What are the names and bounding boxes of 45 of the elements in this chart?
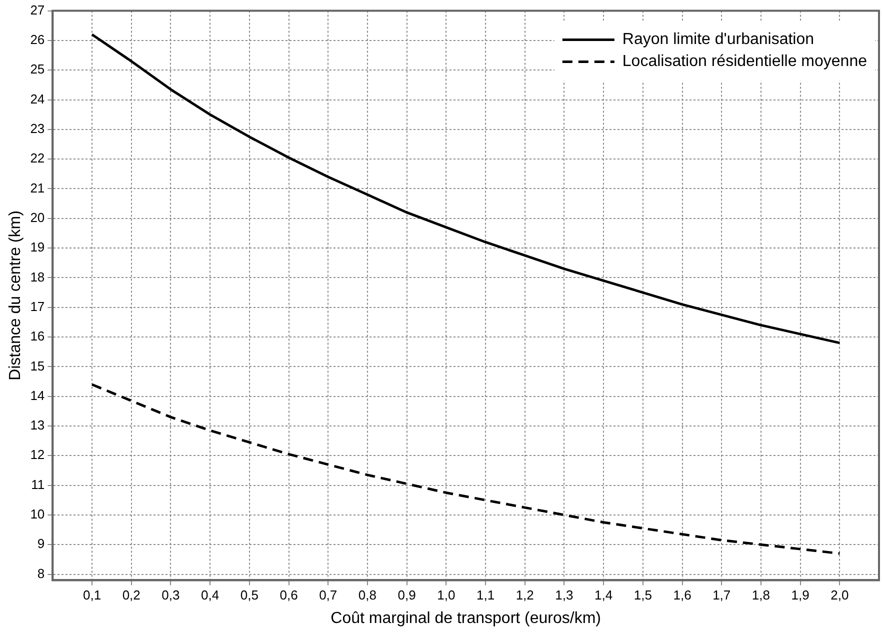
- x-tick-label: 0,3: [162, 588, 180, 603]
- x-tick-label: 0,1: [82, 588, 102, 603]
- line-series: [90, 383, 841, 555]
- x-axis-title: Coût marginal de transport (euros/km): [330, 610, 601, 627]
- x-tick-label: 1,5: [634, 588, 652, 603]
- y-tick-label: 17: [30, 298, 45, 314]
- x-tick-label: 1,6: [673, 588, 692, 603]
- y-axis-title: Distance du centre (km): [7, 210, 24, 380]
- y-tick-label: 16: [30, 328, 45, 344]
- y-tick-label: 22: [30, 150, 45, 166]
- x-tick-label: 1,4: [594, 588, 613, 603]
- y-tick-label: 25: [30, 62, 45, 77]
- x-tick-label: 1,3: [555, 588, 574, 603]
- legend-label: Localisation résidentielle moyenne: [622, 53, 868, 70]
- y-tick-label: 15: [30, 358, 45, 374]
- y-tick-label: 11: [31, 476, 45, 492]
- y-tick-label: 23: [30, 121, 45, 136]
- y-tick-label: 21: [30, 180, 45, 196]
- x-tick-label: 1,7: [712, 588, 731, 603]
- legend-label: Rayon limite d'urbanisation: [622, 31, 814, 48]
- y-tick-label: 13: [30, 418, 45, 433]
- x-tick-label: 0,4: [201, 588, 220, 603]
- y-tick-label: 24: [30, 91, 45, 106]
- x-tick-label: 1,0: [437, 588, 456, 603]
- x-tick-label: 2,0: [830, 588, 849, 603]
- y-tick-label: 14: [30, 388, 45, 403]
- x-tick-label: 0,2: [122, 588, 140, 603]
- y-tick-label: 19: [30, 240, 45, 255]
- x-tick-label: 1,2: [516, 588, 534, 603]
- y-tick-label: 20: [30, 210, 45, 225]
- x-tick-label: 1,8: [752, 588, 770, 603]
- y-tick-label: 12: [30, 447, 45, 462]
- x-tick-label: 0,6: [280, 588, 298, 603]
- x-tick-label: 0,7: [319, 588, 338, 603]
- x-tick-label: 1,9: [791, 588, 810, 603]
- y-tick-label: 8: [37, 566, 45, 581]
- x-tick-label: 0,8: [358, 588, 376, 603]
- y-tick-label: 26: [30, 32, 45, 48]
- x-tick-label: 0,5: [240, 588, 258, 603]
- y-tick-label: 27: [30, 2, 45, 18]
- y-tick-label: 10: [30, 506, 45, 522]
- x-tick-label: 1,1: [476, 588, 495, 603]
- y-tick-label: 18: [30, 269, 45, 284]
- y-tick-label: 9: [37, 536, 45, 552]
- x-tick-label: 0,9: [398, 588, 416, 603]
